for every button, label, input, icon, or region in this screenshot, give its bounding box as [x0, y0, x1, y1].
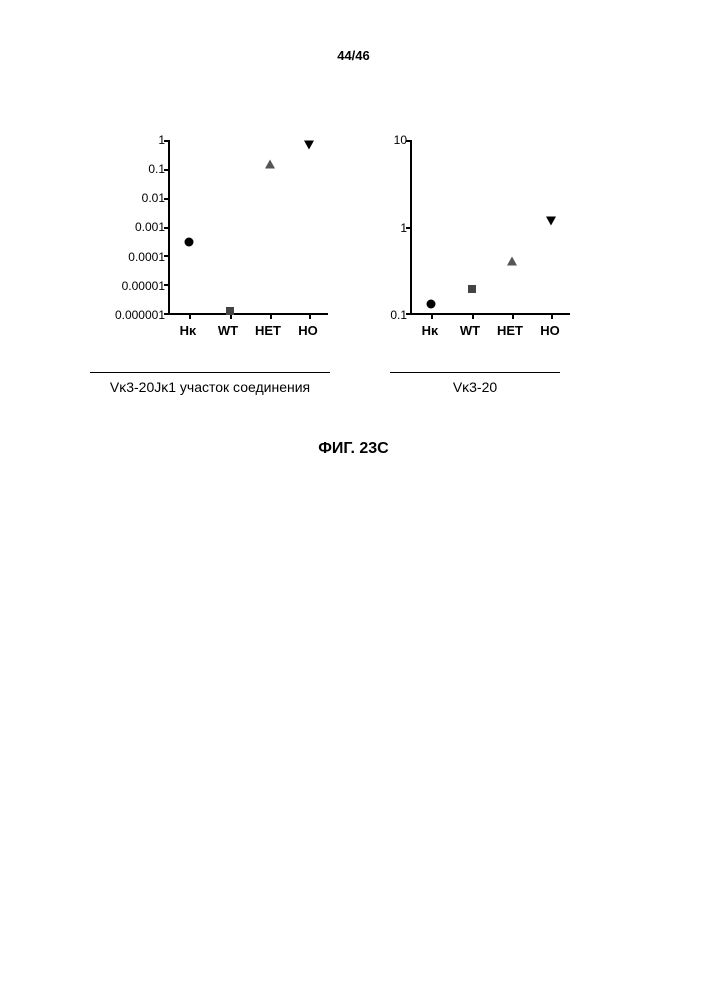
data-point — [226, 307, 234, 315]
chart-left: 1 0.1 0.01 0.001 0.0001 0.00001 0.000001 — [90, 140, 330, 395]
chart-right-x-labels: Hκ WT HET HO — [410, 323, 570, 338]
chart-left-caption-block: Vκ3-20Jκ1 участок соединения — [90, 368, 330, 395]
x-tick-label: HET — [490, 323, 530, 338]
x-tick-label: Hκ — [410, 323, 450, 338]
figure-caption: ФИГ. 23C — [0, 440, 707, 458]
chart-right-caption-block: Vκ3-20 — [390, 368, 560, 395]
chart-left-y-labels: 1 0.1 0.01 0.001 0.0001 0.00001 0.000001 — [92, 140, 168, 315]
data-point — [426, 300, 435, 309]
data-point — [546, 217, 556, 226]
chart-left-x-labels: Hκ WT HET HO — [168, 323, 328, 338]
page-number: 44/46 — [0, 48, 707, 63]
data-point — [468, 285, 476, 293]
x-tick-label: HET — [248, 323, 288, 338]
data-point — [507, 257, 517, 266]
data-point — [265, 160, 275, 169]
chart-right: 10 1 0.1 Hκ WT HET HO Vκ3-20 — [380, 140, 570, 395]
chart-right-area: 10 1 0.1 — [380, 140, 570, 315]
chart-right-plot — [410, 140, 570, 315]
x-tick-label: HO — [530, 323, 570, 338]
chart-left-area: 1 0.1 0.01 0.001 0.0001 0.00001 0.000001 — [92, 140, 328, 315]
charts-row: 1 0.1 0.01 0.001 0.0001 0.00001 0.000001 — [90, 140, 570, 395]
data-point — [304, 141, 314, 150]
x-tick-label: WT — [450, 323, 490, 338]
chart-left-caption: Vκ3-20Jκ1 участок соединения — [110, 379, 310, 395]
chart-left-plot — [168, 140, 328, 315]
x-tick-label: Hκ — [168, 323, 208, 338]
caption-divider — [390, 372, 560, 373]
caption-divider — [90, 372, 330, 373]
x-tick-label: WT — [208, 323, 248, 338]
data-point — [184, 238, 193, 247]
chart-right-caption: Vκ3-20 — [453, 379, 497, 395]
x-tick-label: HO — [288, 323, 328, 338]
